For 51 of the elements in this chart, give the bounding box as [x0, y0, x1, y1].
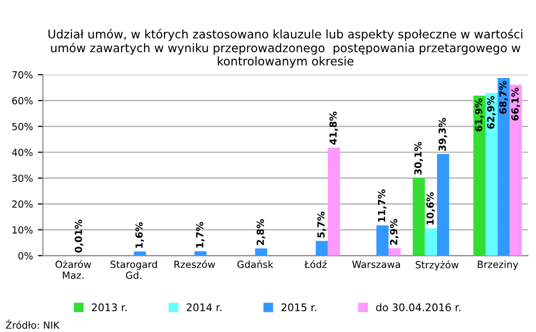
chart-title: Udział umów, w których zastosowano klauzule lub aspekty społeczne w wartości umów zawartych w wyniku przeprowadzonego postępowania przetargowego w kontrolowanym okresie	[48, 28, 522, 68]
x-tick-label: Strzyżów	[416, 260, 459, 270]
y-tick-label: 50%	[12, 122, 33, 130]
y-tick-label: 40%	[12, 148, 33, 156]
bar	[498, 78, 510, 256]
data-label: 1,7%	[196, 222, 205, 248]
x-tick-label: Łódź	[304, 260, 327, 268]
text: Źródło: NIK	[6, 320, 60, 329]
y-tick-label: 10%	[12, 226, 33, 234]
data-label: 10,6%	[426, 192, 436, 225]
data-label: 2,9%	[390, 218, 399, 245]
x-tick-label: Warszawa	[352, 260, 400, 268]
bar	[388, 248, 401, 256]
bar	[328, 148, 340, 256]
bar	[316, 240, 328, 256]
data-label: 62,9%	[487, 96, 496, 129]
data-label: 61,9%	[474, 98, 484, 132]
data-label: 11,7%	[378, 189, 386, 222]
y-tick-label: 20%	[12, 200, 33, 208]
bar	[255, 248, 268, 256]
bar	[510, 84, 522, 256]
legend-label: do 30.04.2016 r.	[376, 303, 460, 312]
x-tick-label: Starogard Gd.	[110, 260, 157, 279]
legend-label: 2013 r.	[92, 303, 127, 312]
bar	[486, 93, 498, 256]
data-label: 30,1%	[414, 142, 423, 175]
x-tick-label: Ożarów Maz.	[56, 260, 91, 279]
legend-label: 2014 r.	[186, 303, 222, 312]
y-tick-label: 70%	[12, 71, 33, 79]
y-tick-label: 30%	[12, 174, 33, 182]
x-tick-label: Gdańsk	[237, 260, 274, 268]
data-label: 39,3%	[438, 118, 448, 151]
legend-label: 2015 r.	[282, 303, 316, 312]
data-label: 41,8%	[329, 112, 338, 145]
data-label: 1,6%	[135, 222, 144, 248]
data-label: 5,7%	[317, 212, 326, 238]
data-label: 68,7%	[499, 80, 508, 114]
data-label: 0,01%	[74, 220, 84, 253]
bar	[412, 178, 425, 256]
bar	[134, 252, 146, 256]
y-tick-label: 0%	[18, 252, 33, 260]
bar	[437, 154, 450, 256]
bar	[194, 251, 207, 256]
y-tick-label: 60%	[12, 97, 33, 104]
x-tick-label: Rzeszów	[174, 260, 216, 268]
data-label: 2,8%	[256, 219, 266, 246]
data-label: 66,1%	[511, 88, 520, 120]
bar	[376, 225, 388, 256]
x-tick-label: Brzeziny	[478, 260, 518, 270]
bar	[424, 228, 438, 256]
bar	[473, 96, 486, 256]
